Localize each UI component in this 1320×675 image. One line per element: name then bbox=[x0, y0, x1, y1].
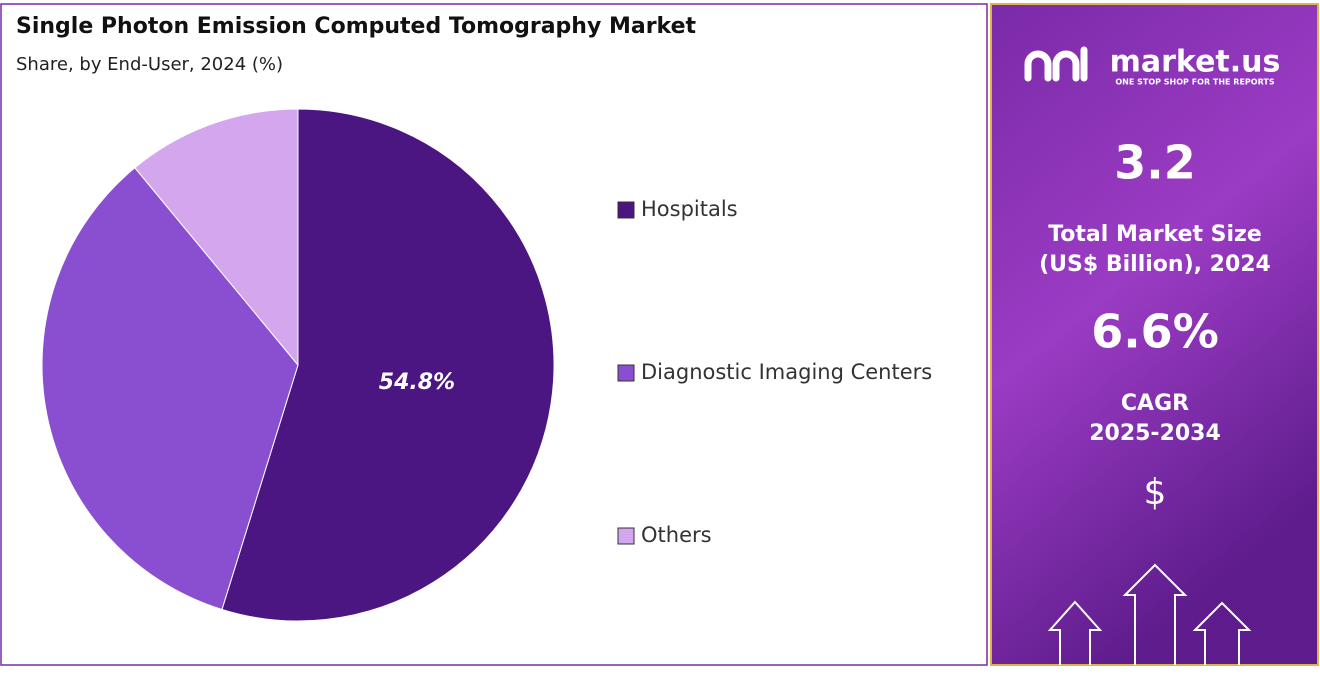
logo-icon bbox=[1024, 46, 1088, 82]
pie-slice bbox=[41, 167, 299, 611]
logo: market.us bbox=[1110, 45, 1281, 80]
market-size: 3.2 bbox=[1114, 136, 1196, 190]
chart-title: Single Photon Emission Computed Tomograp… bbox=[16, 14, 697, 39]
cagr: 6.6% bbox=[1091, 305, 1219, 359]
legend-swatch bbox=[617, 201, 635, 219]
cagr-label: 2025-2034 bbox=[1089, 421, 1221, 446]
legend-swatch bbox=[617, 527, 635, 545]
legend-swatch bbox=[617, 364, 635, 382]
legend-label: Hospitals bbox=[641, 197, 738, 221]
chart-subtitle: Share, by End-User, 2024 (%) bbox=[16, 54, 283, 75]
side-panel bbox=[990, 3, 1319, 666]
legend-label: Others bbox=[641, 523, 712, 547]
market-size-label: Total Market Size bbox=[1048, 222, 1262, 247]
currency-symbol: $ bbox=[1144, 472, 1167, 513]
data-label: 54.8% bbox=[379, 370, 455, 395]
side-panel-text: market.us ONE STOP SHOP FOR THE REPORTS … bbox=[1024, 45, 1281, 665]
legend-label: Diagnostic Imaging Centers bbox=[641, 360, 932, 384]
pie-slice bbox=[221, 108, 555, 622]
arrows-icon bbox=[1047, 563, 1252, 665]
legend: Hospitals Diagnostic Imaging Centers Other… bbox=[617, 197, 932, 547]
cagr-label: CAGR bbox=[1121, 391, 1189, 416]
market-size-label: (US$ Billion), 2024 bbox=[1039, 252, 1271, 277]
tagline: ONE STOP SHOP FOR THE REPORTS bbox=[1115, 78, 1274, 87]
pie: 54.8% bbox=[41, 108, 555, 622]
pie-slice bbox=[134, 108, 299, 367]
